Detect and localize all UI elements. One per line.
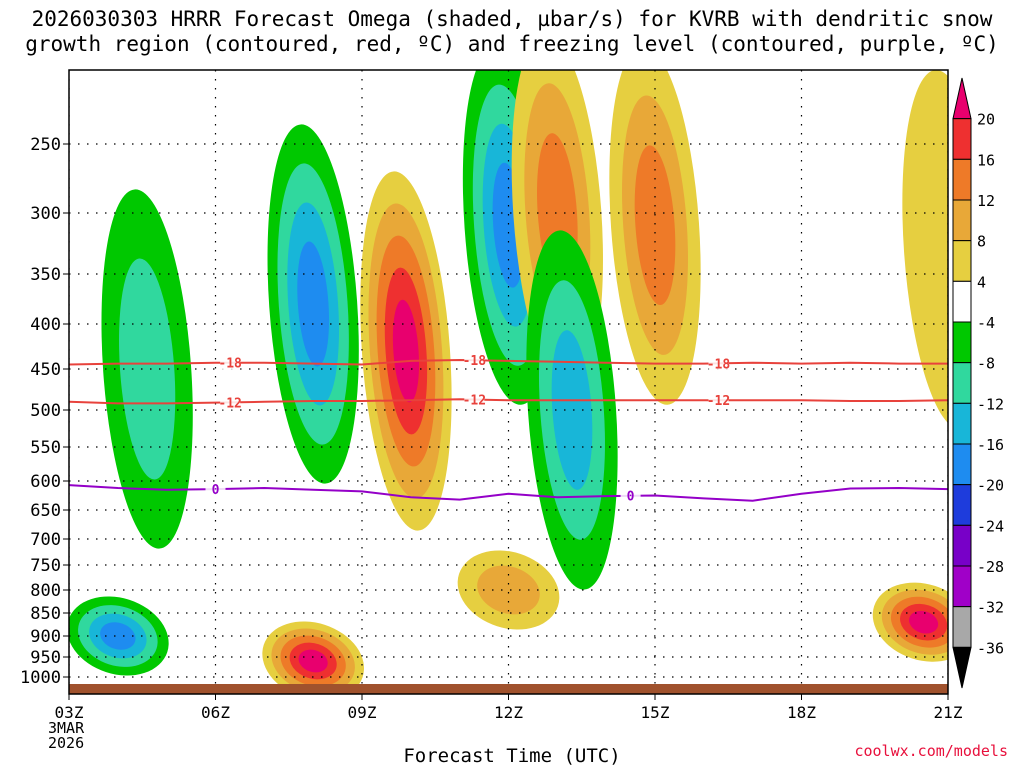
colorbar-label: -32: [977, 599, 1004, 617]
colorbar-label: -12: [977, 395, 1004, 413]
chart-title-line-1: 2026030303 HRRR Forecast Omega (shaded, …: [31, 7, 993, 31]
y-tick-label: 650: [30, 501, 61, 521]
y-tick-label: 750: [30, 556, 61, 576]
contour-label: 0: [627, 490, 635, 505]
y-tick-label: 850: [30, 604, 61, 624]
colorbar-label: 4: [977, 273, 986, 291]
contour-label: -12: [218, 397, 241, 412]
colorbar-label: 16: [977, 151, 995, 169]
x-tick-label: 06Z: [201, 703, 230, 722]
x-tick-label: 21Z: [934, 703, 963, 722]
contour-label: -12: [463, 393, 486, 408]
colorbar-label: -24: [977, 517, 1004, 535]
y-tick-label: 250: [30, 135, 61, 155]
x-tick-label: 18Z: [787, 703, 816, 722]
colorbar-swatch: [952, 484, 972, 526]
y-tick-label: 950: [30, 648, 61, 668]
date-label-month: 3MAR: [48, 719, 85, 737]
y-tick-label: 600: [30, 472, 61, 492]
contour-line-minus18: [69, 358, 948, 366]
contour-line-minus12: [69, 398, 948, 405]
contour-label: 0: [212, 483, 220, 498]
colorbar-swatch: [952, 280, 972, 323]
y-tick-label: 900: [30, 627, 61, 647]
chart-title-line-2: growth region (contoured, red, ºC) and f…: [25, 32, 999, 56]
y-tick-label: 300: [30, 204, 61, 224]
y-tick-label: 800: [30, 581, 61, 601]
omega-cell: [101, 189, 193, 549]
omega-cell: [267, 124, 359, 484]
x-tick-label: 15Z: [641, 703, 670, 722]
x-tick-label: 09Z: [348, 703, 377, 722]
colorbar-swatch: [952, 362, 972, 404]
colorbar-swatch: [952, 402, 972, 445]
colorbar-label: -16: [977, 436, 1004, 454]
colorbar-swatch: [952, 77, 972, 120]
colorbar-swatch: [952, 606, 972, 648]
omega-cell: [872, 582, 948, 662]
omega-cell: [526, 230, 618, 590]
omega-cell: [609, 70, 701, 405]
contour-label: -18: [707, 358, 731, 373]
colorbar-label: -8: [977, 355, 995, 373]
y-tick-label: 400: [30, 315, 61, 335]
date-label-year: 2026: [48, 734, 85, 752]
omega-cell: [262, 621, 364, 686]
colorbar-label: -36: [977, 639, 1004, 657]
colorbar-label: 20: [977, 111, 995, 129]
y-tick-label: 350: [30, 265, 61, 285]
omega-cell: [360, 171, 452, 531]
colorbar-swatch: [952, 118, 972, 160]
y-tick-label: 1000: [20, 668, 61, 688]
colorbar-swatch: [952, 565, 972, 608]
colorbar-swatch: [952, 443, 972, 486]
colorbar-swatch: [952, 524, 972, 567]
ground-bar: [69, 684, 948, 694]
y-tick-label: 450: [30, 360, 61, 380]
omega-cell: [902, 70, 948, 430]
omega-cell: [457, 550, 560, 630]
colorbar-swatch: [952, 158, 972, 201]
colorbar-swatch: [952, 199, 972, 242]
contour-label: -18: [463, 354, 487, 369]
colorbar-label: -20: [977, 477, 1004, 495]
colorbar-swatch: [952, 321, 972, 364]
colorbar-label: 12: [977, 192, 995, 210]
y-tick-label: 550: [30, 438, 61, 458]
colorbar-label: -28: [977, 558, 1004, 576]
colorbar-label: 8: [977, 233, 986, 251]
colorbar-label: -4: [977, 314, 995, 332]
colorbar-swatch: [952, 646, 972, 689]
contour-label: -12: [707, 394, 730, 409]
omega-cell: [69, 596, 169, 676]
x-axis-label: Forecast Time (UTC): [403, 745, 621, 767]
x-tick-label: 03Z: [55, 703, 84, 722]
colorbar-swatch: [952, 240, 972, 282]
attribution: coolwx.com/models: [854, 742, 1008, 760]
contour-label: -18: [218, 357, 242, 372]
y-tick-label: 500: [30, 401, 61, 421]
y-tick-label: 700: [30, 530, 61, 550]
x-tick-label: 12Z: [494, 703, 523, 722]
